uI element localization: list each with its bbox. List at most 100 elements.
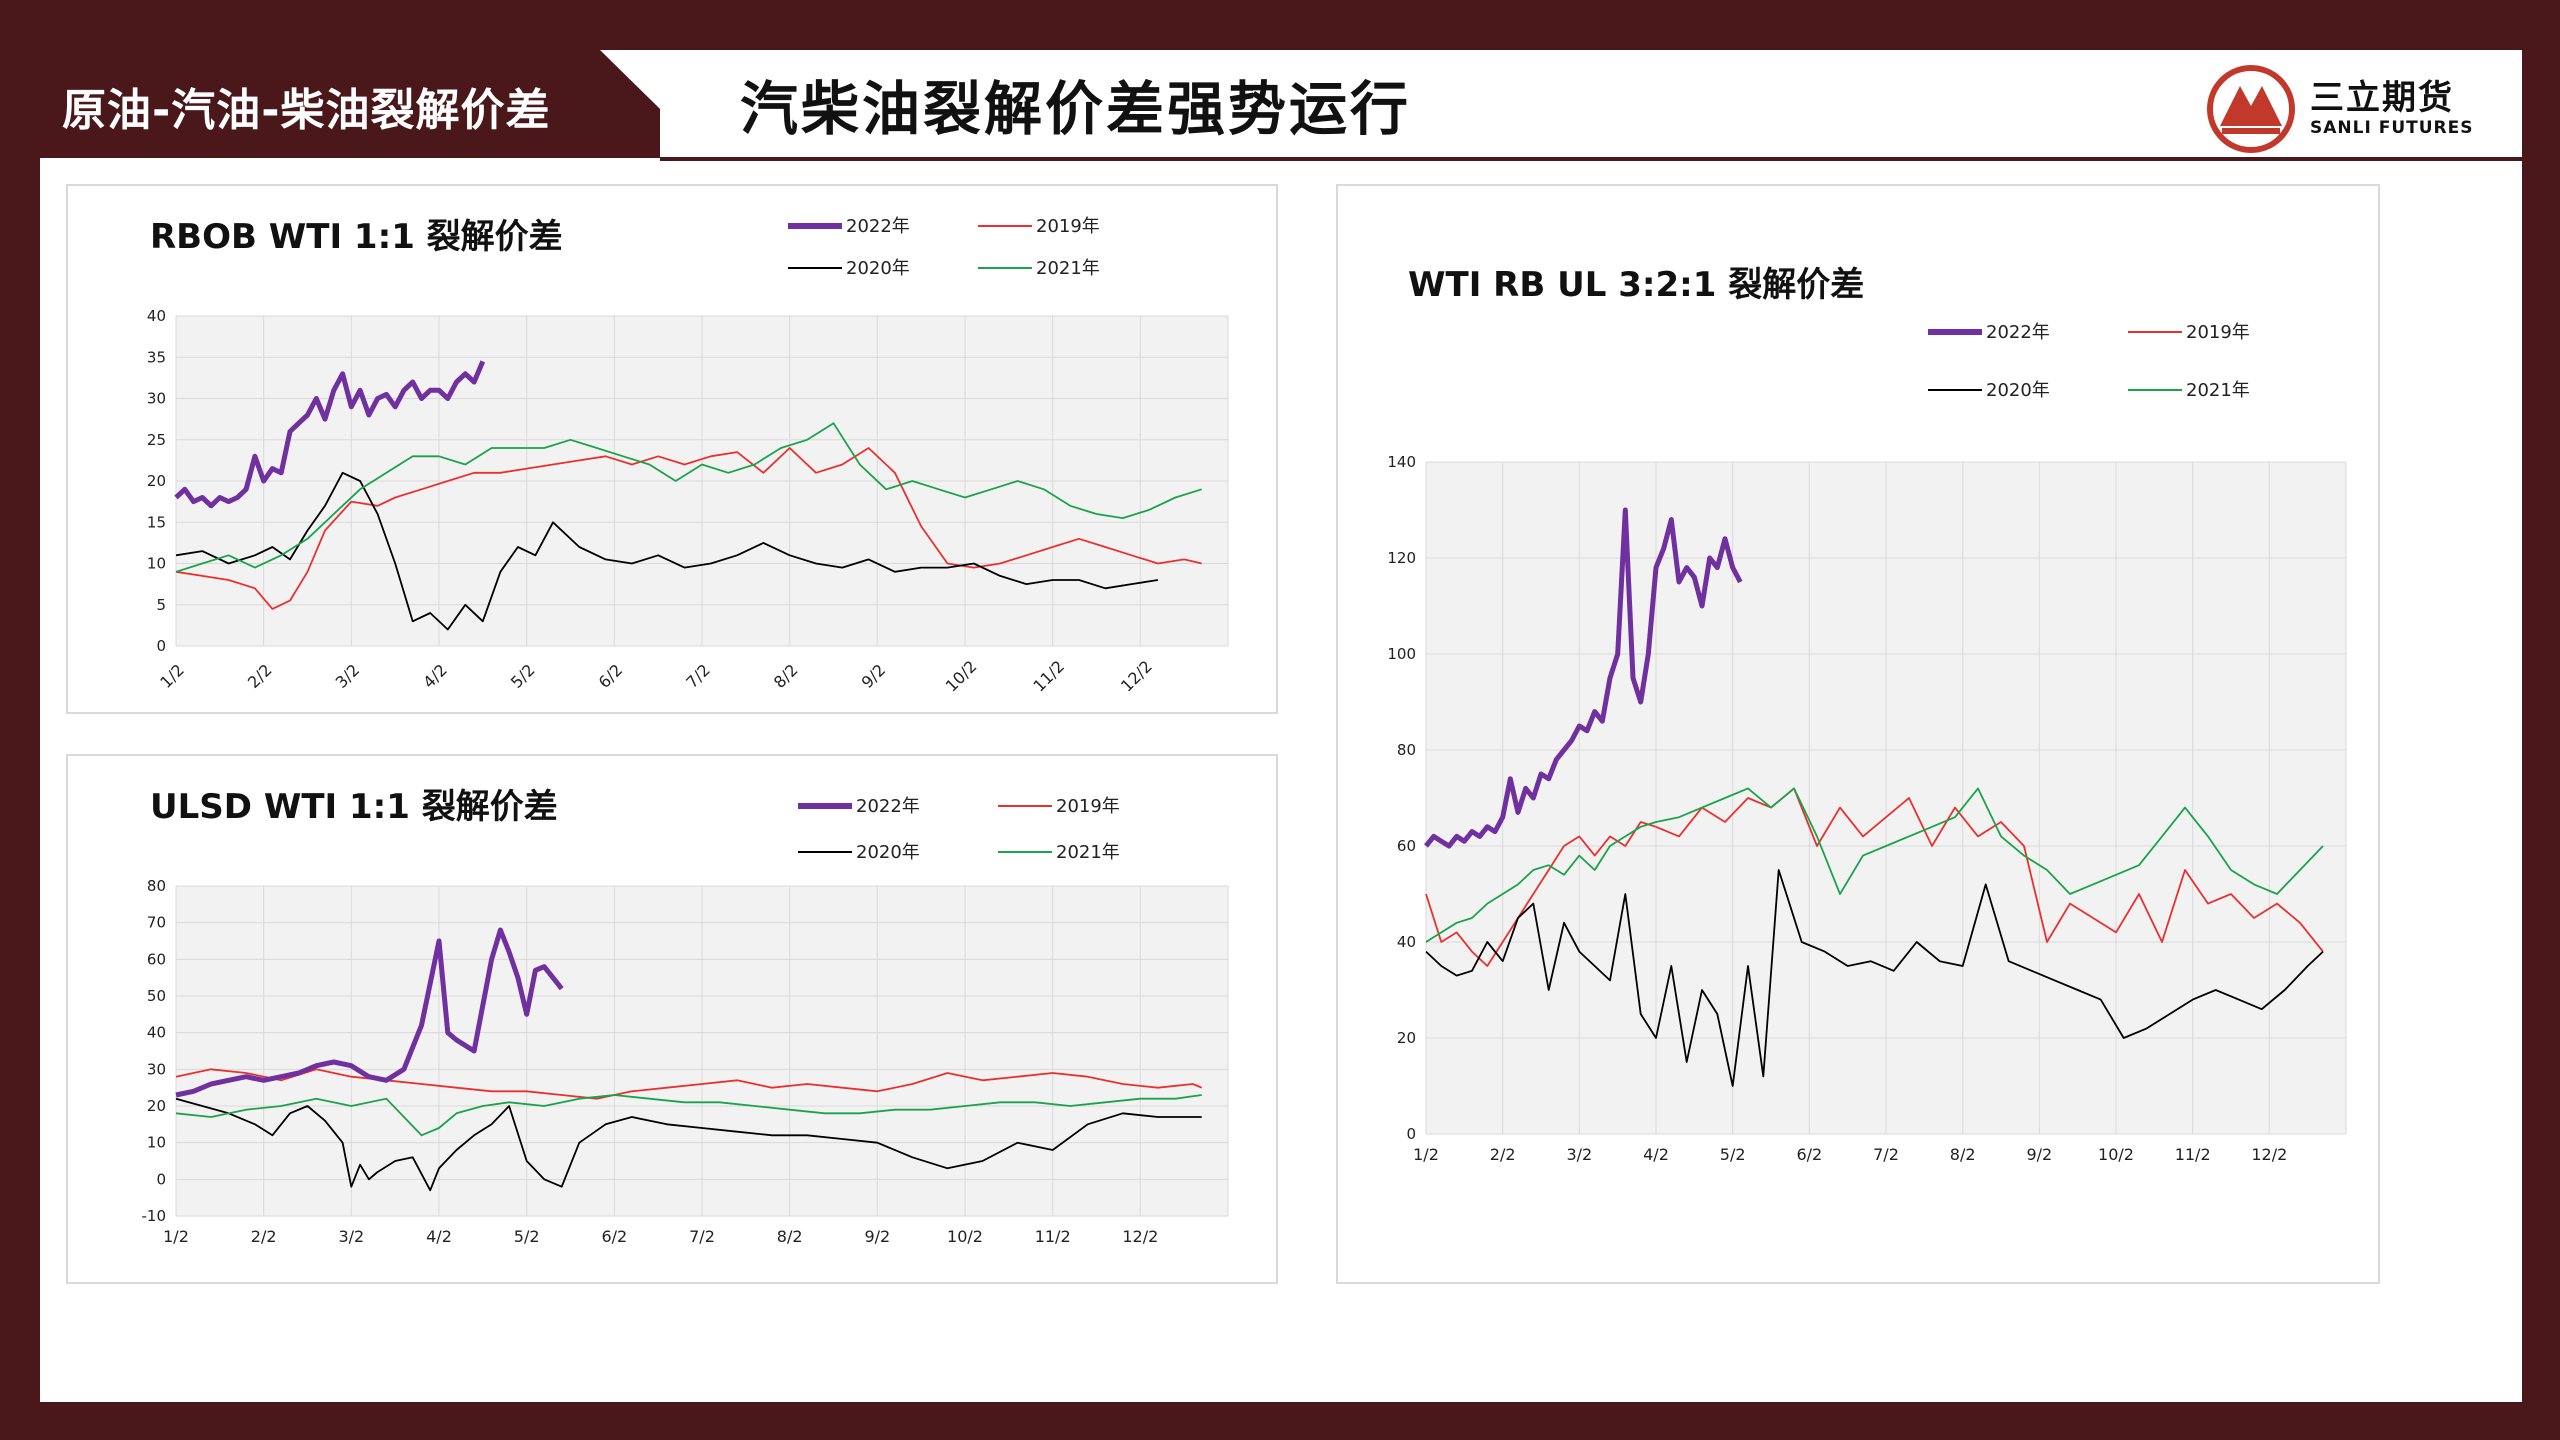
x-tick-label: 6/2 bbox=[595, 660, 627, 692]
x-tick-label: 9/2 bbox=[2026, 1145, 2052, 1164]
x-tick-label: 6/2 bbox=[1796, 1145, 1822, 1164]
legend-label: 2019年 bbox=[1036, 216, 1100, 237]
x-tick-label: 2/2 bbox=[1490, 1145, 1516, 1164]
x-tick-label: 10/2 bbox=[942, 657, 981, 696]
series-line-2019年 bbox=[1425, 787, 2324, 967]
chart-title: RBOB WTI 1:1 裂解价差 bbox=[150, 217, 563, 257]
legend-label: 2022年 bbox=[856, 796, 920, 817]
x-tick-label: 10/2 bbox=[947, 1227, 983, 1246]
x-tick-label: 3/2 bbox=[338, 1227, 364, 1246]
y-tick-label: 60 bbox=[147, 950, 166, 968]
x-tick-label: 12/2 bbox=[2251, 1145, 2287, 1164]
legend-label: 2020年 bbox=[1986, 380, 2050, 401]
y-tick-label: 20 bbox=[1397, 1029, 1416, 1047]
series-line-2021年 bbox=[1425, 787, 2324, 943]
y-tick-label: 20 bbox=[147, 1097, 166, 1115]
y-tick-label: 20 bbox=[147, 472, 166, 490]
chart-rbob: RBOB WTI 1:1 裂解价差 0 5 10 15 20 25 30 35 40 1/2 2/2 3… bbox=[147, 216, 1229, 696]
y-tick-label: 30 bbox=[147, 390, 166, 408]
y-tick-label: 40 bbox=[1397, 933, 1416, 951]
section-tab: 原油-汽油-柴油裂解价差 bbox=[40, 50, 660, 158]
y-tick-label: 0 bbox=[1406, 1125, 1416, 1143]
y-tick-label: 15 bbox=[147, 513, 166, 531]
x-tick-label: 7/2 bbox=[1873, 1145, 1899, 1164]
x-tick-label: 8/2 bbox=[777, 1227, 803, 1246]
x-tick-label: 12/2 bbox=[1122, 1227, 1158, 1246]
legend-label: 2019年 bbox=[1056, 796, 1120, 817]
x-tick-label: 9/2 bbox=[864, 1227, 890, 1246]
x-tick-label: 12/2 bbox=[1117, 657, 1156, 696]
y-tick-label: -10 bbox=[142, 1207, 167, 1225]
legend-label: 2022年 bbox=[1986, 322, 2050, 343]
legend-label: 2021年 bbox=[1056, 842, 1120, 863]
chart-ulsd: ULSD WTI 1:1 裂解价差 -10 0 10 20 30 40 50 60 70 80 1/2… bbox=[142, 787, 1229, 1246]
series-line-2020年 bbox=[175, 1097, 1202, 1192]
y-tick-label: 30 bbox=[147, 1060, 166, 1078]
y-tick-label: 70 bbox=[147, 914, 166, 932]
y-tick-label: 0 bbox=[156, 637, 166, 655]
y-tick-label: 60 bbox=[1397, 837, 1416, 855]
x-tick-label: 1/2 bbox=[1413, 1145, 1439, 1164]
x-tick-label: 11/2 bbox=[1035, 1227, 1071, 1246]
x-tick-label: 2/2 bbox=[244, 660, 276, 692]
x-tick-label: 5/2 bbox=[1720, 1145, 1746, 1164]
x-tick-label: 7/2 bbox=[682, 660, 714, 692]
series-line-2022年 bbox=[175, 927, 564, 1098]
chart-panel-ulsd: ULSD WTI 1:1 裂解价差 -10 0 10 20 30 40 50 60 70 80 1/2… bbox=[66, 754, 1278, 1284]
logo-text-cn: 三立期货 bbox=[2310, 78, 2454, 118]
x-tick-label: 2/2 bbox=[251, 1227, 277, 1246]
x-tick-label: 3/2 bbox=[1566, 1145, 1592, 1164]
x-tick-label: 4/2 bbox=[419, 660, 451, 692]
series-line-2020年 bbox=[175, 471, 1159, 631]
x-tick-label: 4/2 bbox=[1643, 1145, 1669, 1164]
legend-label: 2022年 bbox=[846, 216, 910, 237]
series-line-2021年 bbox=[175, 1094, 1202, 1137]
section-label: 原油-汽油-柴油裂解价差 bbox=[62, 85, 551, 136]
x-tick-label: 11/2 bbox=[1029, 657, 1068, 696]
y-tick-label: 40 bbox=[147, 307, 166, 325]
x-tick-label: 1/2 bbox=[163, 1227, 189, 1246]
x-tick-label: 1/2 bbox=[156, 660, 188, 692]
legend-label: 2019年 bbox=[2186, 322, 2250, 343]
legend-label: 2020年 bbox=[856, 842, 920, 863]
x-tick-label: 8/2 bbox=[770, 660, 802, 692]
y-tick-label: 40 bbox=[147, 1024, 166, 1042]
y-tick-label: 35 bbox=[147, 348, 166, 366]
page-title: 汽柴油裂解价差强势运行 bbox=[740, 75, 1412, 143]
chart-panel-wti321: WTI RB UL 3:2:1 裂解价差 0 20 40 60 80 100 120 140 1/… bbox=[1336, 184, 2380, 1284]
chart-wti321: WTI RB UL 3:2:1 裂解价差 0 20 40 60 80 100 120 140 1/… bbox=[1387, 265, 2347, 1164]
legend-label: 2021年 bbox=[2186, 380, 2250, 401]
series-line-2019年 bbox=[175, 447, 1202, 610]
x-tick-label: 3/2 bbox=[332, 660, 364, 692]
y-tick-label: 0 bbox=[156, 1170, 166, 1188]
x-tick-label: 4/2 bbox=[426, 1227, 452, 1246]
sanli-logo-icon bbox=[2207, 65, 2295, 153]
x-tick-label: 7/2 bbox=[689, 1227, 715, 1246]
y-tick-label: 80 bbox=[1397, 741, 1416, 759]
y-tick-label: 50 bbox=[147, 987, 166, 1005]
x-tick-label: 10/2 bbox=[2098, 1145, 2134, 1164]
chart-title: WTI RB UL 3:2:1 裂解价差 bbox=[1408, 265, 1864, 305]
x-tick-label: 5/2 bbox=[507, 660, 539, 692]
y-tick-label: 25 bbox=[147, 431, 166, 449]
logo-text-en: SANLI FUTURES bbox=[2310, 118, 2474, 138]
legend-label: 2021年 bbox=[1036, 258, 1100, 279]
y-tick-label: 10 bbox=[147, 1134, 166, 1152]
x-tick-label: 8/2 bbox=[1950, 1145, 1976, 1164]
y-tick-label: 100 bbox=[1387, 645, 1416, 663]
legend-label: 2020年 bbox=[846, 258, 910, 279]
series-line-2020年 bbox=[1425, 869, 2324, 1087]
chart-panel-rbob: RBOB WTI 1:1 裂解价差 0 5 10 15 20 25 30 35 40 1/2 2/2 3… bbox=[66, 184, 1278, 714]
y-tick-label: 80 bbox=[147, 877, 166, 895]
series-line-2021年 bbox=[175, 422, 1202, 573]
series-line-2022年 bbox=[1424, 507, 1743, 849]
chart-title: ULSD WTI 1:1 裂解价差 bbox=[150, 787, 558, 827]
y-tick-label: 10 bbox=[147, 555, 166, 573]
series-line-2022年 bbox=[174, 360, 486, 509]
header-divider bbox=[660, 157, 2522, 161]
x-tick-label: 5/2 bbox=[514, 1227, 540, 1246]
x-tick-label: 6/2 bbox=[601, 1227, 627, 1246]
x-tick-label: 9/2 bbox=[858, 660, 890, 692]
y-tick-label: 140 bbox=[1387, 453, 1416, 471]
x-tick-label: 11/2 bbox=[2175, 1145, 2211, 1164]
